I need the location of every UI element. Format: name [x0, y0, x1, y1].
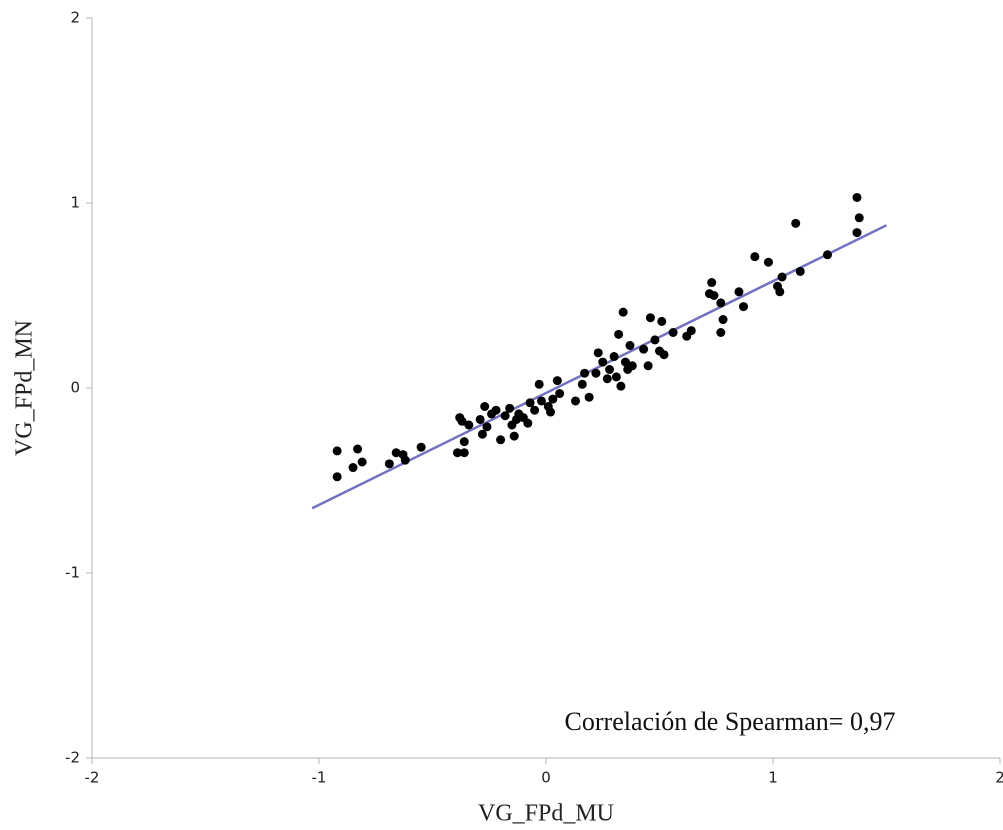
point	[657, 316, 667, 326]
point	[852, 192, 862, 202]
point	[348, 463, 358, 473]
point	[332, 472, 342, 482]
point	[384, 459, 394, 469]
point	[686, 326, 696, 336]
point	[530, 405, 540, 415]
point	[482, 422, 492, 432]
point	[718, 315, 728, 325]
point	[475, 414, 485, 424]
point	[505, 403, 515, 413]
x-tick-label: 0	[541, 769, 551, 787]
point	[618, 307, 628, 317]
point	[584, 392, 594, 402]
point	[668, 328, 678, 337]
point	[593, 348, 603, 358]
point	[738, 302, 748, 312]
point	[645, 313, 655, 323]
point	[598, 357, 608, 367]
point	[709, 291, 719, 300]
y-tick-label: 1	[70, 194, 80, 212]
point	[580, 368, 590, 378]
point	[620, 357, 630, 367]
y-tick-label: 0	[70, 379, 80, 397]
point	[357, 457, 367, 467]
point	[791, 218, 801, 228]
point	[552, 376, 562, 386]
point	[616, 381, 626, 391]
point	[500, 411, 510, 421]
point	[775, 287, 785, 297]
point	[457, 416, 467, 426]
point	[716, 328, 726, 337]
point	[391, 448, 401, 458]
y-tick-label: -2	[65, 749, 80, 767]
point	[639, 344, 649, 354]
point	[625, 340, 635, 350]
point	[480, 402, 490, 411]
point	[716, 298, 726, 308]
point	[854, 213, 864, 223]
point	[477, 429, 487, 439]
point	[795, 266, 805, 276]
point	[459, 437, 469, 447]
point	[400, 455, 410, 465]
point	[602, 374, 612, 384]
point	[459, 448, 469, 458]
point	[464, 420, 474, 430]
y-tick-label: 2	[70, 9, 80, 27]
point	[523, 418, 533, 428]
point	[548, 394, 558, 404]
point	[534, 379, 544, 389]
point	[609, 352, 619, 362]
point	[605, 365, 615, 374]
point	[591, 368, 601, 378]
point	[611, 372, 621, 382]
point	[734, 287, 744, 297]
point	[496, 435, 506, 445]
x-axis-label: VG_FPd_MU	[478, 801, 614, 827]
x-tick-label: -2	[85, 769, 100, 787]
point	[452, 448, 462, 458]
point	[627, 361, 637, 371]
point	[555, 389, 565, 399]
point	[614, 329, 624, 339]
point	[509, 431, 519, 441]
point	[659, 350, 669, 360]
point	[707, 278, 717, 288]
x-tick-label: -1	[312, 769, 327, 787]
point	[750, 252, 760, 262]
point	[491, 405, 501, 415]
y-tick-label: -1	[65, 564, 80, 582]
point	[332, 446, 342, 456]
point	[577, 379, 587, 389]
point	[650, 335, 660, 345]
point	[536, 396, 546, 406]
point	[822, 250, 832, 260]
x-tick-label: 2	[995, 769, 1003, 787]
point	[416, 442, 426, 452]
point	[546, 407, 556, 417]
y-axis-label: VG_FPd_MN	[12, 320, 38, 456]
point	[852, 228, 862, 238]
x-tick-label: 1	[768, 769, 778, 787]
point	[571, 396, 581, 406]
point	[525, 398, 535, 408]
point	[763, 257, 773, 267]
point	[777, 272, 787, 282]
annotation: Correlación de Spearman= 0,97	[565, 707, 896, 736]
point	[643, 361, 653, 371]
point	[353, 444, 363, 454]
